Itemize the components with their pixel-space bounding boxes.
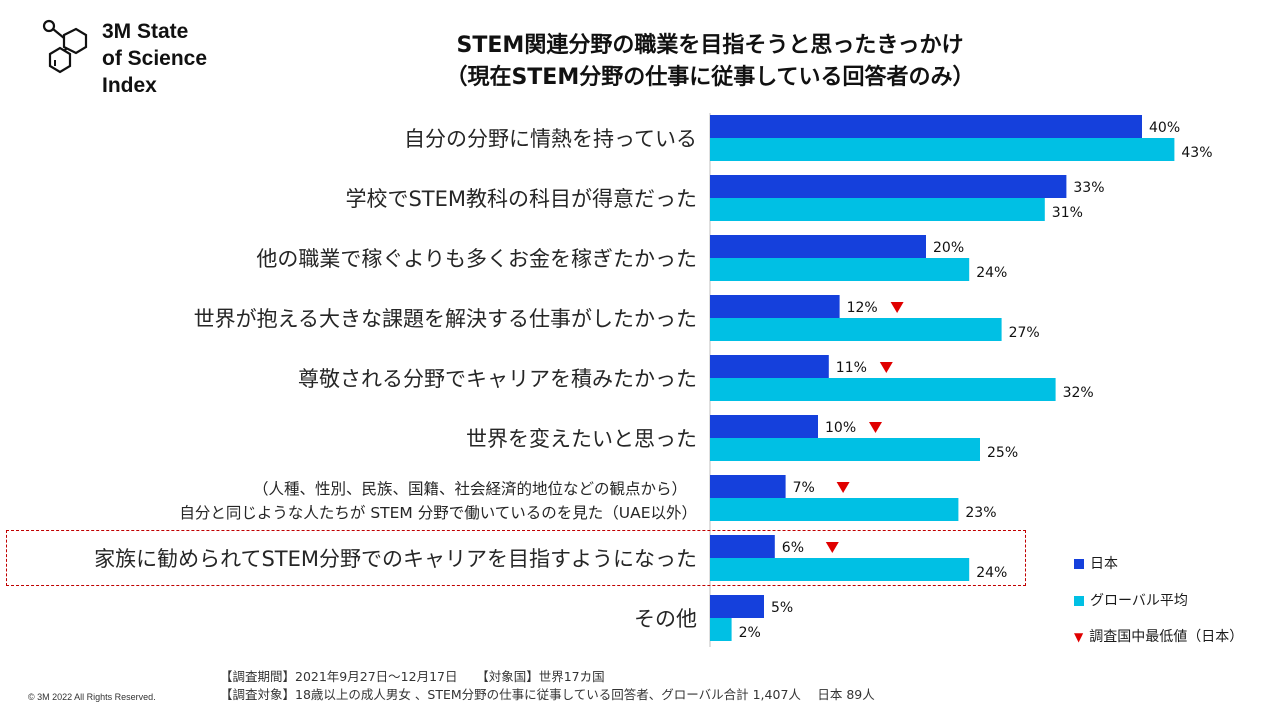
legend-swatch-global — [1074, 596, 1084, 606]
footnote-line-1: 【調査期間】2021年9月27日～12月17日 【対象国】世界17カ国 — [220, 669, 605, 684]
legend-item-global: グローバル平均 — [1074, 591, 1188, 611]
bar-global — [710, 258, 970, 281]
legend-swatch-japan — [1074, 559, 1084, 569]
legend-item-marker: ▼ 調査国中最低値（日本） — [1074, 627, 1243, 647]
brand-logo: 3M State of Science Index — [34, 14, 234, 104]
molecule-icon — [42, 19, 88, 74]
logo-line-1: 3M State — [102, 20, 189, 43]
bar-japan — [710, 595, 764, 618]
category-label-line: （人種、性別、民族、国籍、社会経済的地位などの観点から） — [253, 480, 687, 498]
bar-global — [710, 618, 732, 641]
bar-global — [710, 378, 1056, 401]
value-label-japan: 10% — [825, 420, 856, 436]
value-label-japan: 12% — [847, 300, 878, 316]
chart-title-line-1: STEM関連分野の職業を目指そうと思ったきっかけ — [456, 33, 964, 58]
lowest-marker-icon — [890, 302, 904, 313]
lowest-marker-icon — [879, 362, 893, 373]
category-label-line: 自分と同じような人たちが STEM 分野で働いているのを見た（UAE以外） — [179, 504, 697, 522]
legend-label-japan: 日本 — [1090, 556, 1118, 572]
survey-footnote: 【調査期間】2021年9月27日～12月17日 【対象国】世界17カ国 【調査対… — [220, 668, 875, 704]
value-label-japan: 6% — [782, 540, 804, 556]
bar-global — [710, 498, 959, 521]
legend-label-marker: 調査国中最低値（日本） — [1089, 629, 1244, 645]
legend-item-japan: 日本 — [1074, 554, 1118, 574]
lowest-marker-icon — [836, 482, 850, 493]
category-label: 自分の分野に情熱を持っている — [404, 127, 697, 151]
value-label-global: 24% — [976, 565, 1007, 581]
category-label: 他の職業で稼ぐよりも多くお金を稼ぎたかった — [256, 247, 697, 271]
bar-global — [710, 558, 970, 581]
value-label-japan: 11% — [836, 360, 867, 376]
bar-japan — [710, 475, 786, 498]
bar-global — [710, 318, 1002, 341]
value-label-global: 2% — [739, 625, 761, 641]
legend-label-global: グローバル平均 — [1090, 593, 1188, 609]
logo-line-3: Index — [102, 74, 157, 97]
bar-global — [710, 438, 980, 461]
category-label: 尊敬される分野でキャリアを積みたかった — [298, 367, 697, 391]
bar-japan — [710, 115, 1142, 138]
category-label: その他 — [634, 607, 697, 631]
lowest-marker-icon — [825, 542, 839, 553]
value-label-japan: 33% — [1073, 180, 1104, 196]
value-label-global: 43% — [1181, 145, 1212, 161]
bar-japan — [710, 355, 829, 378]
footnote-line-2: 【調査対象】18歳以上の成人男女 、STEM分野の仕事に従事している回答者、グロ… — [220, 687, 875, 702]
highlight-box — [6, 530, 1026, 586]
value-label-global: 25% — [987, 445, 1018, 461]
bar-global — [710, 138, 1175, 161]
bar-japan — [710, 415, 818, 438]
value-label-global: 27% — [1009, 325, 1040, 341]
value-label-japan: 40% — [1149, 120, 1180, 136]
bar-global — [710, 198, 1045, 221]
value-label-global: 31% — [1052, 205, 1083, 221]
lowest-marker-icon — [869, 422, 882, 433]
category-label: 学校でSTEM教科の科目が得意だった — [345, 187, 697, 211]
chart-title: STEM関連分野の職業を目指そうと思ったきっかけ （現在STEM分野の仕事に従事… — [300, 30, 1120, 94]
bar-japan — [710, 295, 840, 318]
category-label: 世界が抱える大きな課題を解決する仕事がしたかった — [194, 307, 697, 331]
down-triangle-icon: ▼ — [1074, 630, 1084, 644]
chart-title-line-2: （現在STEM分野の仕事に従事している回答者のみ） — [445, 65, 975, 90]
value-label-japan: 7% — [793, 480, 815, 496]
logo-wordmark: 3M State of Science Index — [102, 18, 207, 99]
value-label-global: 24% — [976, 265, 1007, 281]
category-label: 家族に勧められてSTEM分野でのキャリアを目指すようになった — [94, 547, 697, 571]
copyright: © 3M 2022 All Rights Reserved. — [28, 692, 156, 702]
bar-japan — [710, 535, 775, 558]
value-label-global: 23% — [965, 505, 996, 521]
value-label-global: 32% — [1063, 385, 1094, 401]
category-label: 世界を変えたいと思った — [466, 427, 697, 451]
value-label-japan: 5% — [771, 600, 793, 616]
value-label-japan: 20% — [933, 240, 964, 256]
bar-japan — [710, 235, 926, 258]
logo-line-2: of Science — [102, 47, 208, 70]
bar-japan — [710, 175, 1067, 198]
